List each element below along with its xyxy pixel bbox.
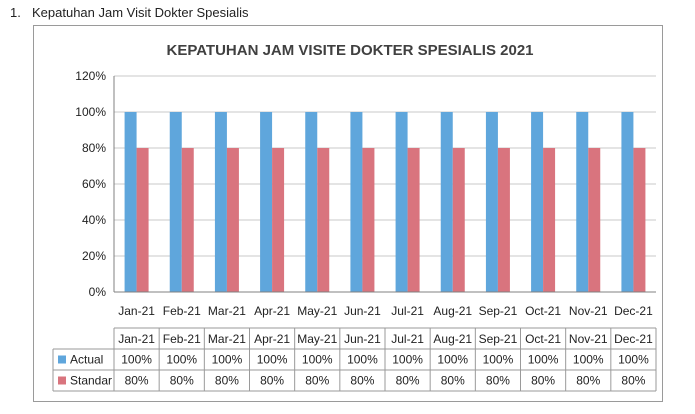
x-tick-label: Mar-21 <box>208 304 246 318</box>
x-tick-label: Aug-21 <box>433 304 472 318</box>
table-cell: 100% <box>257 353 288 367</box>
y-tick-label: 40% <box>82 213 106 227</box>
table-cell: 100% <box>483 353 514 367</box>
x-tick-label: Apr-21 <box>254 304 290 318</box>
table-cell: 80% <box>350 374 374 388</box>
y-tick-label: 20% <box>82 249 106 263</box>
y-tick-label: 100% <box>75 105 106 119</box>
table-header-cell: May-21 <box>297 332 337 346</box>
x-tick-label: Sep-21 <box>479 304 518 318</box>
bar-actual-jan-21 <box>124 112 137 292</box>
table-cell: 80% <box>215 374 239 388</box>
table-cell: 80% <box>576 374 600 388</box>
bar-actual-feb-21 <box>169 112 182 292</box>
table-header-cell: Jul-21 <box>391 332 424 346</box>
table-cell: 100% <box>618 353 649 367</box>
bar-standar-sep-21 <box>497 148 510 292</box>
legend-label-actual: Actual <box>70 353 103 367</box>
table-cell: 80% <box>396 374 420 388</box>
bar-actual-may-21 <box>305 112 318 292</box>
legend-key-actual <box>58 355 66 364</box>
y-tick-label: 60% <box>82 177 106 191</box>
x-tick-label: Oct-21 <box>525 304 561 318</box>
bar-actual-aug-21 <box>440 112 453 292</box>
table-header-cell: Mar-21 <box>208 332 246 346</box>
table-header-cell: Jan-21 <box>118 332 155 346</box>
chart-title: KEPATUHAN JAM VISITE DOKTER SPESIALIS 20… <box>166 42 533 59</box>
table-header-cell: Aug-21 <box>433 332 472 346</box>
x-tick-label: Dec-21 <box>614 304 653 318</box>
bar-actual-mar-21 <box>214 112 227 292</box>
bar-actual-oct-21 <box>531 112 544 292</box>
bar-standar-jun-21 <box>362 148 375 292</box>
x-tick-label: Nov-21 <box>569 304 608 318</box>
table-cell: 100% <box>212 353 243 367</box>
bar-actual-jun-21 <box>350 112 363 292</box>
table-cell: 100% <box>121 353 152 367</box>
legend-label-standar: Standar <box>70 374 112 388</box>
table-cell: 100% <box>437 353 468 367</box>
bar-actual-apr-21 <box>260 112 273 292</box>
x-tick-label: Feb-21 <box>163 304 201 318</box>
table-cell: 100% <box>302 353 333 367</box>
bar-standar-dec-21 <box>633 148 646 292</box>
legend-key-standar <box>58 376 66 385</box>
table-cell: 80% <box>531 374 555 388</box>
section-number: 1. <box>10 5 21 20</box>
x-tick-label: Jan-21 <box>118 304 155 318</box>
table-cell: 80% <box>621 374 645 388</box>
bar-standar-jul-21 <box>407 148 420 292</box>
data-table: Jan-21 Feb-21 Mar-21 Apr-21 May-21 Jun-21 Jul-… <box>52 327 657 392</box>
table-header-cell: Oct-21 <box>525 332 561 346</box>
bar-standar-jan-21 <box>136 148 149 292</box>
bar-standar-aug-21 <box>452 148 465 292</box>
bar-actual-nov-21 <box>576 112 589 292</box>
bar-standar-feb-21 <box>181 148 194 292</box>
table-cell: 80% <box>125 374 149 388</box>
bar-actual-dec-21 <box>621 112 634 292</box>
y-tick-label: 80% <box>82 141 106 155</box>
bars <box>124 112 646 292</box>
bar-chart: KEPATUHAN JAM VISITE DOKTER SPESIALIS 20… <box>52 42 657 392</box>
table-cell: 80% <box>305 374 329 388</box>
bar-standar-may-21 <box>317 148 330 292</box>
section-heading: 1. Kepatuhan Jam Visit Dokter Spesialis <box>10 5 249 20</box>
chart-frame: KEPATUHAN JAM VISITE DOKTER SPESIALIS 20… <box>33 25 663 402</box>
grid-lines <box>114 75 656 293</box>
x-tick-label: Jul-21 <box>391 304 424 318</box>
bar-actual-sep-21 <box>485 112 498 292</box>
table-header-cell: Dec-21 <box>614 332 653 346</box>
bar-actual-jul-21 <box>395 112 408 292</box>
bar-standar-nov-21 <box>588 148 601 292</box>
table-header-cell: Jun-21 <box>344 332 381 346</box>
table-cell: 80% <box>486 374 510 388</box>
table-header-cell: Feb-21 <box>163 332 201 346</box>
bar-standar-oct-21 <box>543 148 556 292</box>
section-title: Kepatuhan Jam Visit Dokter Spesialis <box>32 5 249 20</box>
table-header-cell: Apr-21 <box>254 332 290 346</box>
bar-standar-apr-21 <box>272 148 285 292</box>
table-cell: 100% <box>347 353 378 367</box>
y-tick-label: 0% <box>89 285 107 299</box>
table-cell: 100% <box>166 353 197 367</box>
y-tick-label: 120% <box>75 69 106 83</box>
table-header-cell: Nov-21 <box>569 332 608 346</box>
table-cell: 80% <box>441 374 465 388</box>
table-header-cell: Sep-21 <box>479 332 518 346</box>
table-cell: 100% <box>392 353 423 367</box>
x-tick-label: Jun-21 <box>344 304 381 318</box>
x-axis: Jan-21 Feb-21 Mar-21 Apr-21 May-21 Jun-21 Jul-… <box>114 291 656 318</box>
table-cell: 100% <box>528 353 559 367</box>
table-cell: 100% <box>573 353 604 367</box>
y-axis: 0% 20% 40% 60% 80% 100% 120% <box>75 69 115 299</box>
table-cell: 80% <box>260 374 284 388</box>
bar-standar-mar-21 <box>226 148 239 292</box>
table-cell: 80% <box>170 374 194 388</box>
x-tick-label: May-21 <box>297 304 337 318</box>
